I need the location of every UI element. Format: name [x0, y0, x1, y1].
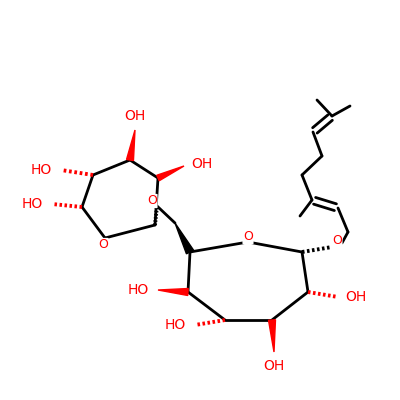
- Polygon shape: [268, 320, 276, 352]
- Polygon shape: [126, 130, 135, 160]
- Text: HO: HO: [127, 283, 149, 297]
- Text: HO: HO: [30, 163, 52, 177]
- Text: O: O: [98, 238, 108, 252]
- Polygon shape: [158, 288, 188, 296]
- Text: HO: HO: [21, 197, 43, 211]
- Text: HO: HO: [164, 318, 186, 332]
- Text: O: O: [147, 194, 157, 208]
- Polygon shape: [157, 166, 184, 181]
- Text: O: O: [332, 234, 342, 248]
- Text: O: O: [243, 230, 253, 244]
- Text: OH: OH: [124, 109, 146, 123]
- Text: OH: OH: [345, 290, 367, 304]
- Text: OH: OH: [263, 359, 285, 373]
- Text: OH: OH: [191, 157, 213, 171]
- Polygon shape: [175, 223, 194, 254]
